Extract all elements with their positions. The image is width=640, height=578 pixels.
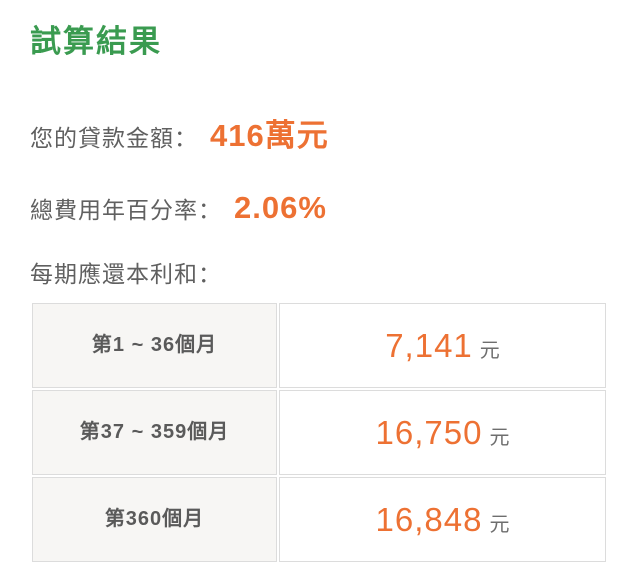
amount-value: 16,848 (375, 500, 483, 538)
amount-cell: 16,750 元 (279, 390, 606, 475)
amount-unit: 元 (489, 513, 510, 536)
table-row: 第360個月 16,848 元 (32, 477, 606, 562)
period-cell: 第37 ~ 359個月 (32, 390, 277, 475)
loan-amount-label: 您的貸款金額： (30, 125, 198, 151)
payment-table: 第1 ~ 36個月 7,141 元 第37 ~ 359個月 16,750 元 第36… (30, 301, 608, 564)
amount-unit: 元 (479, 339, 500, 362)
table-row: 第37 ~ 359個月 16,750 元 (32, 390, 606, 475)
calc-result-page: 試算結果 您的貸款金額： 416萬元 總費用年百分率： 2.06% 每期應還本利… (30, 24, 610, 564)
apr-label: 總費用年百分率： (30, 197, 222, 223)
amount-unit: 元 (489, 426, 510, 449)
loan-amount-row: 您的貸款金額： 416萬元 (30, 110, 610, 157)
apr-value: 2.06% (234, 190, 327, 225)
period-cell: 第1 ~ 36個月 (32, 303, 277, 388)
page-title: 試算結果 (30, 24, 162, 59)
amount-value: 16,750 (375, 413, 483, 451)
apr-row: 總費用年百分率： 2.06% (30, 190, 610, 229)
amount-cell: 16,848 元 (279, 477, 606, 562)
table-row: 第1 ~ 36個月 7,141 元 (32, 303, 606, 388)
installment-label: 每期應還本利和： (30, 261, 222, 287)
amount-value: 7,141 (385, 326, 473, 364)
amount-cell: 7,141 元 (279, 303, 606, 388)
loan-amount-value: 416萬元 (210, 118, 329, 153)
period-cell: 第360個月 (32, 477, 277, 562)
